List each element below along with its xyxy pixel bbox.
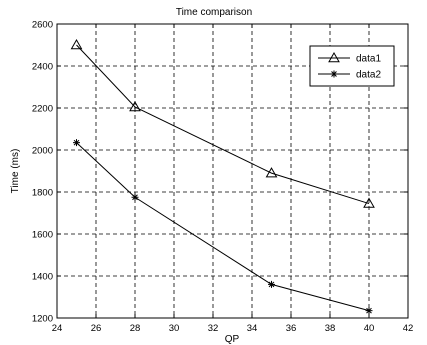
data-point-data1 bbox=[363, 197, 375, 208]
x-tick-label: 26 bbox=[91, 323, 102, 334]
data-point-data1 bbox=[70, 38, 83, 50]
series bbox=[70, 38, 375, 315]
y-tick-label: 1800 bbox=[32, 188, 53, 199]
x-tick-label: 34 bbox=[247, 323, 258, 334]
y-tick-label: 2000 bbox=[32, 146, 53, 157]
legend-marker-data2 bbox=[330, 70, 338, 78]
ticks: 24 26 28 30 32 34 36 38 40 42 1200 1400 1600 1800 2000… bbox=[32, 20, 413, 335]
legend: data1 data2 bbox=[309, 45, 395, 87]
y-tick-label: 1200 bbox=[32, 314, 53, 325]
y-tick-label: 1600 bbox=[32, 230, 53, 241]
y-tick-label: 2600 bbox=[32, 20, 53, 31]
x-tick-label: 40 bbox=[364, 323, 375, 334]
x-axis-label: QP bbox=[225, 334, 240, 345]
data-point-data2 bbox=[131, 193, 139, 201]
x-tick-label: 32 bbox=[208, 323, 219, 334]
x-tick-label: 42 bbox=[403, 323, 414, 334]
legend-label-data2: data2 bbox=[356, 70, 381, 81]
data-point-data1 bbox=[265, 167, 278, 178]
y-tick-label: 2400 bbox=[32, 62, 53, 73]
x-tick-label: 24 bbox=[52, 323, 63, 334]
data-point-data2 bbox=[268, 280, 275, 288]
legend-label-data1: data1 bbox=[356, 54, 381, 65]
series-line-data1 bbox=[76, 44, 370, 205]
y-tick-label: 2200 bbox=[32, 104, 53, 115]
data-point-data1 bbox=[129, 100, 141, 112]
plot-frame bbox=[56, 23, 409, 319]
y-axis-label: Time (ms) bbox=[10, 149, 21, 194]
data-point-data2 bbox=[73, 139, 80, 147]
y-tick-label: 1400 bbox=[32, 272, 53, 283]
data-point-data2 bbox=[365, 307, 373, 315]
legend-box bbox=[309, 45, 395, 87]
series-line-data2 bbox=[76, 142, 370, 312]
legend-marker-data1 bbox=[328, 51, 340, 63]
x-tick-label: 36 bbox=[286, 323, 297, 334]
x-tick-label: 38 bbox=[325, 323, 336, 334]
x-tick-label: 28 bbox=[130, 323, 141, 334]
x-tick-label: 30 bbox=[169, 323, 180, 334]
chart-title: Time comparison bbox=[176, 7, 252, 18]
